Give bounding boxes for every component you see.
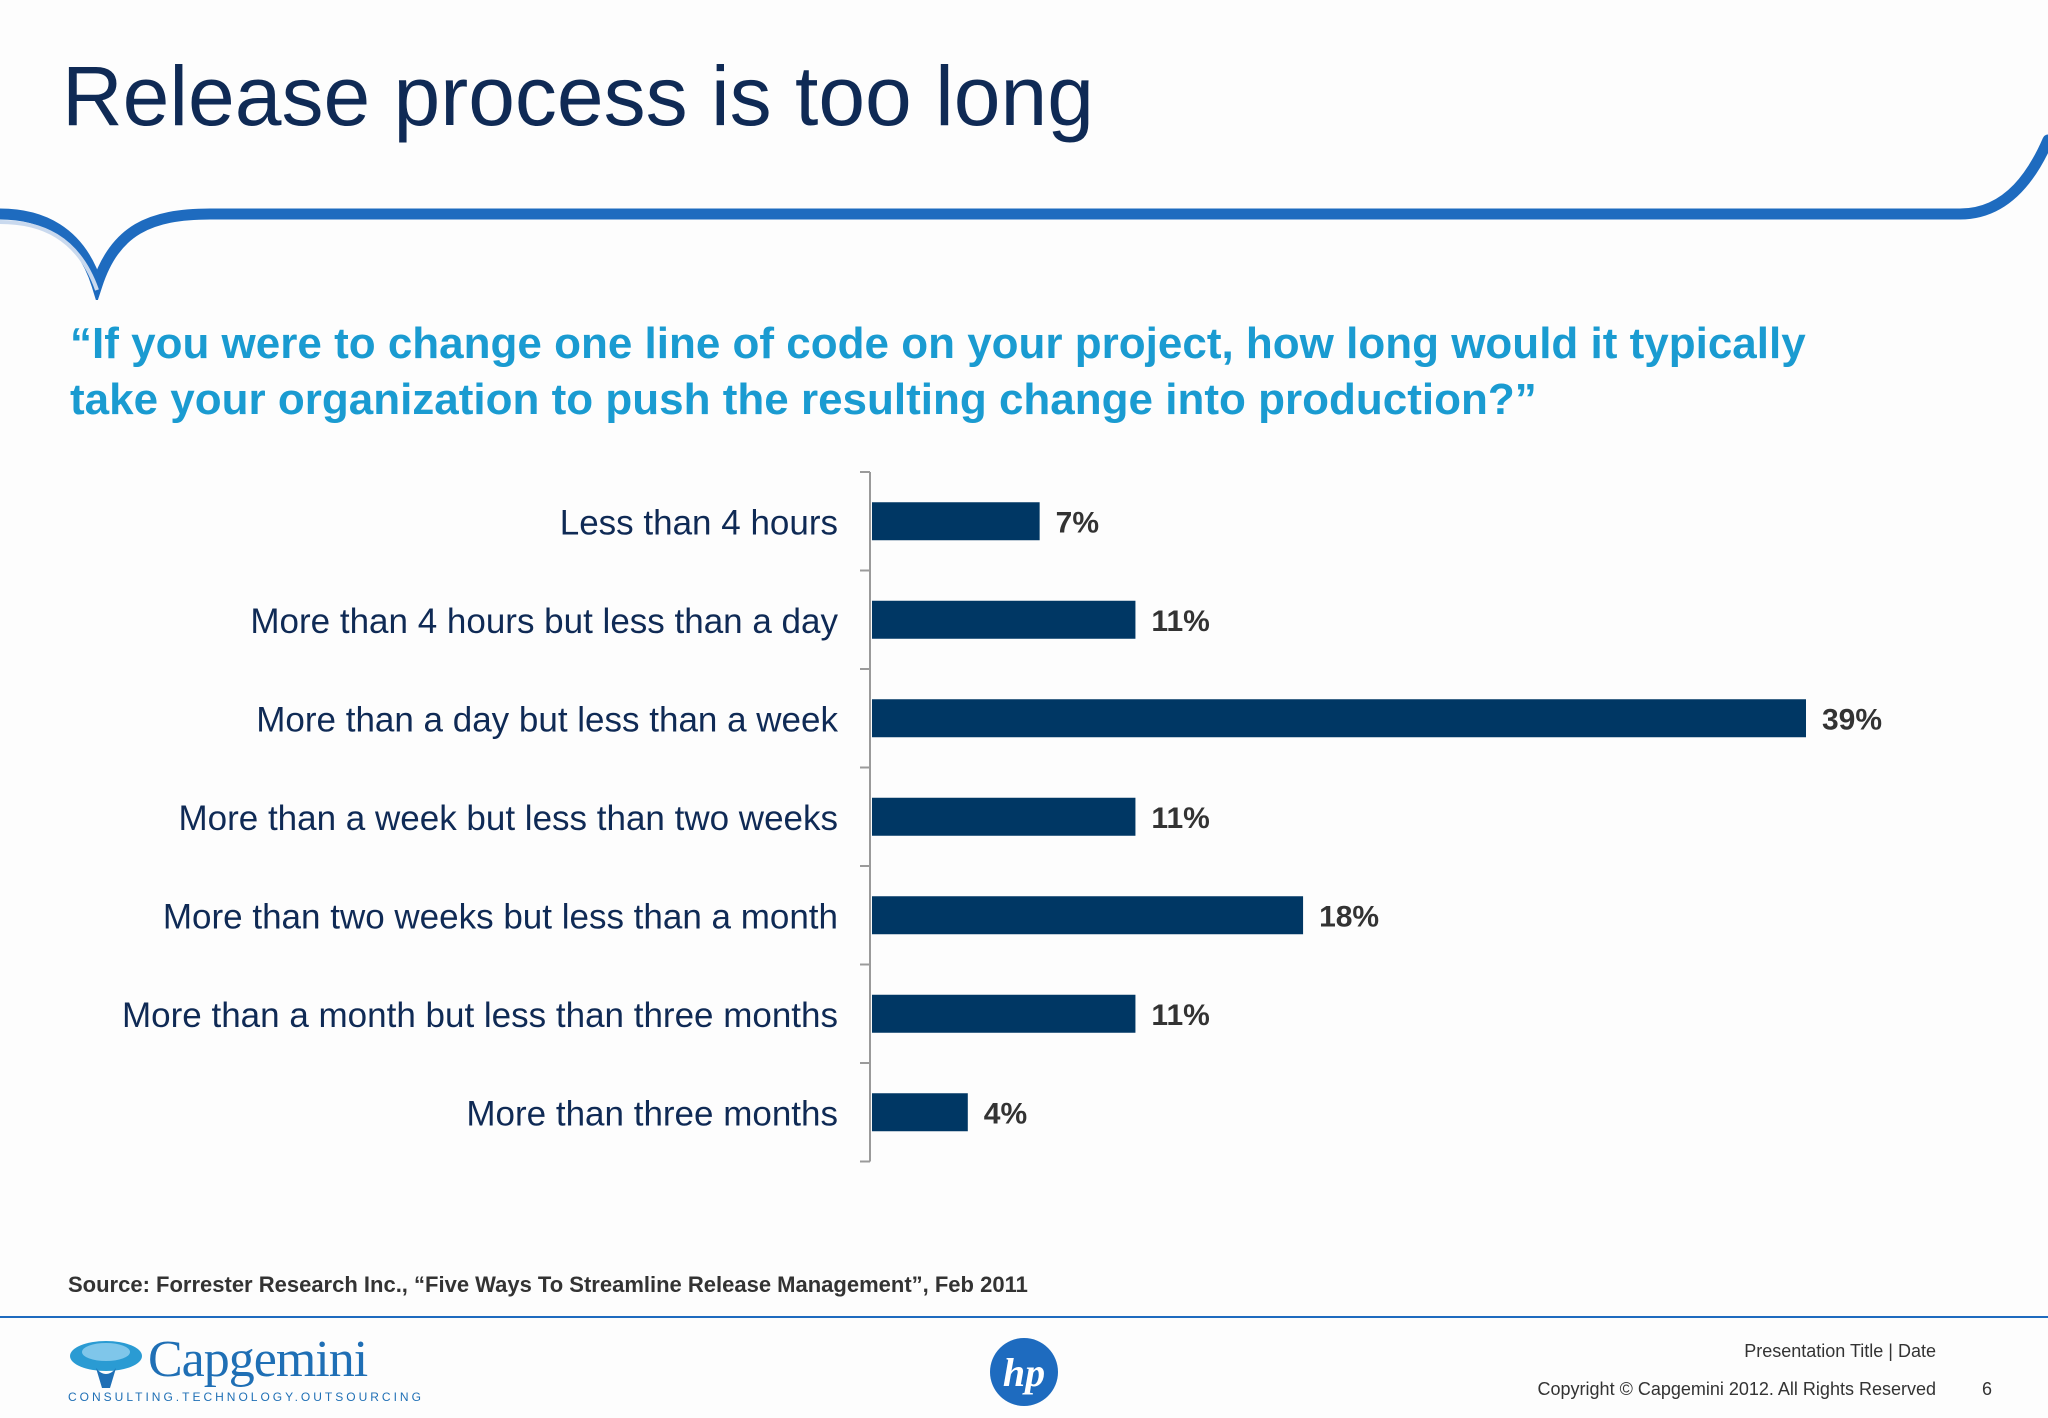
bar bbox=[872, 600, 1136, 639]
survey-question-line-2: take your organization to push the resul… bbox=[70, 375, 1537, 424]
presentation-title-date: Presentation Title | Date bbox=[1744, 1341, 1936, 1361]
capgemini-logo-text: Capgemini bbox=[148, 1331, 368, 1388]
category-label: More than a month but less than three mo… bbox=[122, 996, 838, 1035]
bar bbox=[872, 699, 1806, 738]
bar bbox=[872, 994, 1136, 1033]
category-label: More than a day but less than a week bbox=[256, 700, 838, 739]
page-title: Release process is too long bbox=[62, 49, 1094, 143]
capgemini-logo: Capgemini CONSULTING.TECHNOLOGY.OUTSOURC… bbox=[66, 1330, 421, 1410]
category-label: More than a week but less than two weeks bbox=[178, 799, 838, 838]
data-label: 18% bbox=[1319, 900, 1379, 933]
hp-logo: hp bbox=[990, 1338, 1058, 1406]
hp-logo-text: hp bbox=[1003, 1350, 1045, 1395]
header-banner bbox=[0, 134, 2048, 300]
category-label: Less than 4 hours bbox=[560, 503, 838, 542]
footer-divider bbox=[0, 1316, 2048, 1318]
bar bbox=[872, 1093, 968, 1132]
category-label: More than two weeks but less than a mont… bbox=[163, 897, 838, 936]
source-note: Source: Forrester Research Inc., “Five W… bbox=[68, 1272, 1028, 1297]
copyright-notice: Copyright © Capgemini 2012. All Rights R… bbox=[1537, 1379, 1936, 1399]
bar bbox=[872, 797, 1136, 836]
data-label: 11% bbox=[1151, 802, 1209, 835]
survey-question: “If you were to change one line of code … bbox=[70, 316, 1990, 428]
category-label: More than 4 hours but less than a day bbox=[250, 602, 838, 641]
category-label: More than three months bbox=[466, 1094, 838, 1133]
bar-chart: Less than 4 hours 7% More than 4 hours but… bbox=[122, 471, 1882, 1163]
capgemini-tagline: CONSULTING.TECHNOLOGY.OUTSOURCING bbox=[68, 1390, 424, 1404]
survey-question-line-1: “If you were to change one line of code … bbox=[70, 319, 1806, 368]
bar bbox=[872, 896, 1304, 935]
page-number: 6 bbox=[1982, 1379, 1993, 1399]
data-label: 39% bbox=[1822, 703, 1882, 736]
data-label: 7% bbox=[1056, 506, 1099, 539]
data-label: 11% bbox=[1151, 605, 1209, 638]
bar bbox=[872, 502, 1040, 541]
capgemini-ace-icon bbox=[70, 1341, 142, 1388]
data-label: 11% bbox=[1151, 999, 1209, 1032]
data-label: 4% bbox=[984, 1097, 1027, 1130]
